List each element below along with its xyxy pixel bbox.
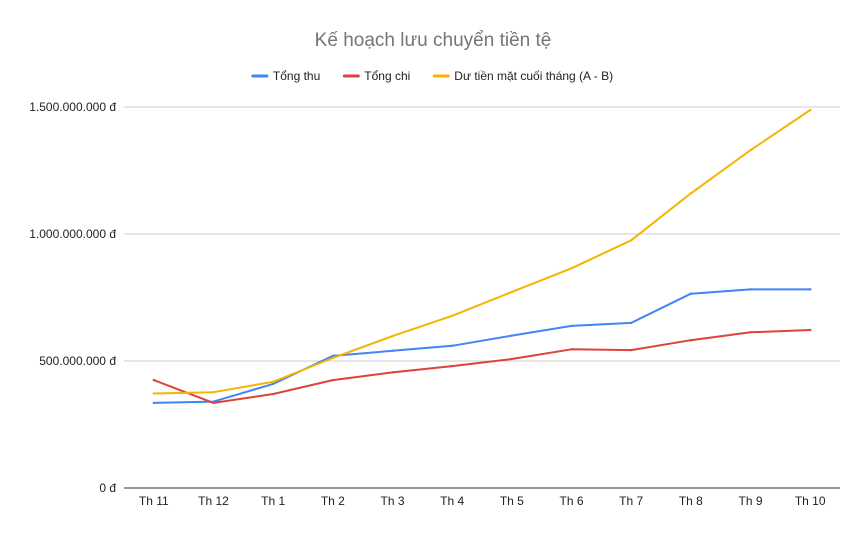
chart-series [152, 108, 812, 405]
data-point [271, 380, 275, 384]
data-point [808, 288, 812, 291]
series-line [152, 288, 812, 404]
x-tick-label: Th 7 [619, 494, 643, 508]
chart-title: Kế hoạch lưu chuyển tiền tệ [315, 30, 552, 51]
legend-label: Tổng chi [364, 69, 410, 83]
x-tick-label: Th 8 [679, 494, 703, 508]
series-line [152, 109, 812, 395]
data-point [629, 348, 633, 352]
data-point [689, 292, 693, 295]
y-tick-label: 1.000.000.000 đ [29, 227, 116, 241]
data-point [510, 290, 514, 294]
x-tick-label: Th 2 [321, 494, 345, 508]
legend-item: Tổng chi [342, 69, 410, 83]
x-tick-label: Th 5 [500, 494, 524, 508]
data-point [749, 331, 752, 334]
y-tick-label: 500.000.000 đ [39, 354, 116, 368]
data-point [450, 364, 454, 368]
data-point [212, 391, 215, 394]
x-tick-label: Th 12 [198, 494, 229, 508]
chart-gridlines [124, 106, 840, 489]
data-point [808, 108, 812, 112]
data-point [510, 357, 514, 361]
data-point [629, 321, 633, 325]
data-point [570, 324, 573, 328]
data-point [570, 348, 573, 351]
x-tick-label: Th 11 [139, 494, 169, 508]
data-point [391, 334, 394, 338]
data-point [689, 192, 693, 195]
data-point [570, 267, 573, 270]
data-point [152, 401, 156, 405]
legend-label: Tổng thu [273, 69, 320, 83]
legend-label: Dư tiền mặt cuối tháng (A - B) [454, 69, 613, 83]
data-point [331, 378, 335, 382]
x-tick-label: Th 3 [380, 494, 404, 508]
data-point [749, 288, 752, 291]
data-point [331, 354, 335, 358]
data-point [212, 401, 215, 405]
data-point [808, 328, 812, 332]
data-point [749, 148, 752, 152]
data-point [450, 314, 454, 317]
y-axis-tick-labels: 0 đ 500.000.000 đ 1.000.000.000 đ 1.500.000… [29, 100, 116, 495]
data-point [629, 239, 633, 242]
chart-legend: Tổng thu Tổng chi Dư tiền mặt cuối tháng (… [251, 69, 613, 83]
x-tick-label: Th 9 [738, 494, 762, 508]
data-point [271, 382, 275, 386]
series-3 [152, 108, 812, 395]
data-point [689, 338, 693, 342]
x-tick-label: Th 6 [559, 494, 583, 508]
data-point [510, 334, 514, 337]
data-point [331, 356, 335, 360]
x-tick-label: Th 4 [440, 494, 464, 508]
series-line [152, 329, 812, 404]
y-tick-label: 1.500.000.000 đ [29, 100, 116, 114]
x-tick-label: Th 1 [261, 494, 285, 508]
data-point [152, 378, 156, 382]
data-point [271, 392, 275, 396]
legend-item: Tổng thu [251, 69, 320, 83]
data-point [391, 371, 394, 374]
legend-item: Dư tiền mặt cuối tháng (A - B) [432, 69, 613, 83]
series-2 [152, 328, 812, 405]
x-axis-tick-labels: Th 11 Th 12 Th 1 Th 2 Th 3 Th 4 Th 5 Th 6 Th 7 Th… [139, 494, 826, 508]
data-point [391, 349, 394, 353]
data-point [152, 392, 156, 395]
data-point [450, 344, 454, 347]
y-tick-label: 0 đ [99, 481, 116, 495]
series-1 [152, 288, 812, 405]
x-tick-label: Th 10 [795, 494, 826, 508]
